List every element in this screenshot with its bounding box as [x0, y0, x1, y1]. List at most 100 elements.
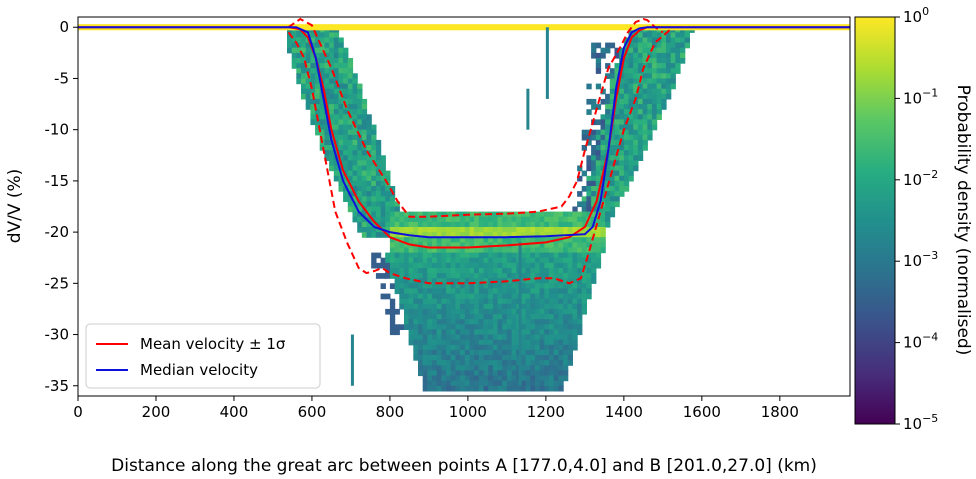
heatmap-cell [609, 191, 616, 197]
heatmap-cell [614, 134, 620, 141]
heatmap-cell [558, 273, 564, 279]
heatmap-cell [343, 134, 349, 141]
heatmap-cell [446, 252, 452, 259]
heatmap-cell [324, 155, 330, 161]
heatmap-cell [553, 278, 559, 284]
heatmap-cell [436, 375, 442, 382]
heatmap-cell [558, 344, 564, 351]
heatmap-cell [478, 242, 485, 249]
heatmap-cell [422, 308, 428, 315]
heatmap-cell [539, 247, 545, 254]
heatmap-cell [525, 308, 531, 315]
heatmap-cell [460, 211, 466, 218]
heatmap-cell [427, 355, 433, 361]
heatmap-cell [352, 114, 358, 120]
heatmap-cell [567, 319, 573, 325]
heatmap-cell [446, 370, 452, 377]
heatmap-cell [450, 355, 456, 361]
heatmap-cell [567, 237, 573, 243]
heatmap-cell [343, 58, 349, 64]
heatmap-cell [535, 298, 541, 305]
heatmap-cell [352, 180, 358, 187]
heatmap-cell [605, 170, 611, 177]
heatmap-cell [563, 262, 569, 269]
heatmap-cell [478, 370, 485, 377]
heatmap-cell [394, 221, 400, 228]
heatmap-cell [595, 262, 602, 269]
heatmap-cell [488, 349, 494, 356]
heatmap-cell [329, 104, 335, 110]
heatmap-cell [535, 365, 541, 371]
heatmap-cell [567, 349, 573, 356]
heatmap-cell [432, 334, 438, 341]
heatmap-cell [605, 175, 611, 182]
heatmap-cell [478, 273, 485, 279]
heatmap-cell [361, 98, 368, 105]
heatmap-cell [525, 298, 531, 305]
heatmap-cell [577, 247, 583, 254]
heatmap-cell [338, 37, 344, 44]
heatmap-cell [666, 68, 672, 74]
heatmap-cell [432, 375, 438, 382]
heatmap-cell [427, 375, 433, 382]
heatmap-cell [595, 165, 602, 172]
heatmap-cell [656, 114, 662, 120]
heatmap-cell [614, 109, 620, 115]
heatmap-cell [464, 375, 471, 382]
heatmap-cell [492, 319, 499, 325]
heatmap-cell [418, 232, 424, 238]
heatmap-cell [530, 227, 536, 233]
heatmap-cell [366, 165, 372, 172]
heatmap-cell [544, 375, 550, 382]
heatmap-cell [347, 160, 354, 167]
heatmap-cell [483, 237, 489, 243]
heatmap-cell [506, 257, 513, 264]
heatmap-cell [399, 242, 405, 249]
heatmap-cell [422, 278, 428, 284]
heatmap-cell [614, 170, 620, 177]
heatmap-cell [492, 232, 499, 238]
heatmap-cell [478, 355, 485, 361]
heatmap-cell [460, 216, 466, 223]
heatmap-cell [404, 324, 410, 330]
heatmap-cell [338, 78, 344, 85]
heatmap-cell [530, 211, 536, 218]
heatmap-cell [633, 52, 639, 59]
heatmap-cell [511, 380, 517, 387]
heatmap-cell [389, 211, 396, 218]
heatmap-cell [506, 339, 513, 346]
heatmap-cell [361, 119, 368, 126]
heatmap-cell [450, 221, 456, 228]
heatmap-cell [628, 139, 634, 146]
heatmap-cell [324, 73, 330, 79]
heatmap-cell [553, 247, 559, 254]
heatmap-cell [637, 52, 644, 59]
heatmap-cell [623, 93, 630, 100]
heatmap-cell [375, 191, 382, 197]
heatmap-cell [478, 380, 485, 387]
heatmap-cell [399, 216, 405, 223]
heatmap-cell [549, 247, 555, 254]
heatmap-cell [460, 278, 466, 284]
heatmap-cell [352, 150, 358, 156]
heatmap-cell [329, 32, 335, 39]
heatmap-cell [469, 288, 475, 295]
heatmap-cell [329, 42, 335, 49]
heatmap-cell [446, 334, 452, 341]
heatmap-cell [544, 227, 550, 233]
heatmap-cell [506, 288, 513, 295]
heatmap-cell [591, 180, 597, 187]
heatmap-cell [315, 78, 321, 85]
heatmap-cell [506, 278, 513, 284]
heatmap-cell [464, 303, 471, 310]
heatmap-cell [572, 334, 578, 341]
heatmap-cell [605, 211, 611, 218]
heatmap-cell [408, 268, 414, 274]
heatmap-cell [436, 283, 442, 289]
heatmap-cell [446, 365, 452, 371]
heatmap-cell [539, 329, 545, 336]
heatmap-cell [469, 211, 475, 218]
heatmap-cell [474, 237, 480, 243]
heatmap-cell [572, 308, 578, 315]
heatmap-cell [572, 293, 578, 300]
